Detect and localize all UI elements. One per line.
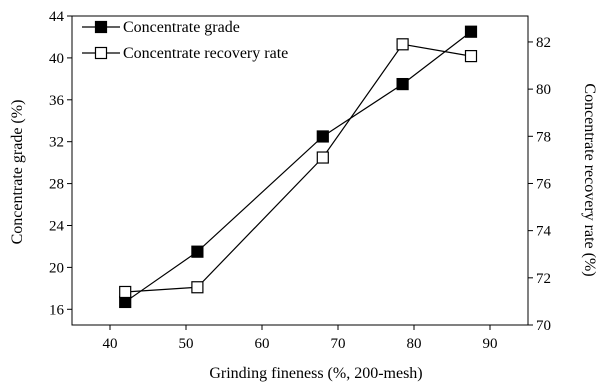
- left-tick-label: 20: [49, 260, 64, 276]
- left-tick-label: 16: [49, 302, 65, 318]
- x-tick-label: 60: [255, 336, 270, 352]
- series-0-point: [396, 77, 409, 91]
- x-tick-label: 90: [483, 336, 498, 352]
- legend-label: Concentrate recovery rate: [123, 45, 288, 62]
- left-tick-label: 36: [49, 93, 65, 109]
- series-0-point: [316, 130, 329, 143]
- series-1-point: [119, 285, 132, 299]
- right-tick-label: 78: [536, 129, 551, 145]
- right-tick-label: 80: [536, 82, 551, 98]
- right-tick-label: 70: [536, 318, 551, 334]
- left-tick-label: 28: [49, 177, 64, 193]
- series-0-point: [119, 295, 132, 309]
- legend-label: Concentrate grade: [123, 19, 240, 36]
- legend-marker: [94, 46, 108, 60]
- left-tick-label: 24: [49, 218, 65, 234]
- series-1-point: [464, 49, 478, 63]
- x-tick-label: 50: [179, 336, 194, 352]
- series-0-point: [191, 245, 204, 258]
- x-tick-label: 70: [331, 336, 346, 352]
- series-1-line: [125, 43, 472, 293]
- series-layer: [119, 25, 478, 309]
- left-tick-label: 40: [49, 51, 64, 67]
- series-0-point: [464, 25, 478, 38]
- left-tick-label: 32: [49, 135, 64, 151]
- right-tick-label: 72: [536, 271, 551, 287]
- right-tick-label: 82: [536, 35, 551, 51]
- series-1-point: [191, 281, 204, 294]
- right-tick-label: 76: [536, 176, 552, 192]
- plot-border: [71, 15, 529, 326]
- right-axis: 70 72 74 76 78 80 82: [528, 35, 552, 334]
- right-axis-title: Concentrate recovery rate (%): [581, 83, 598, 276]
- plot-frame: [71, 15, 529, 326]
- series-1-point: [396, 38, 409, 51]
- x-tick-label: 80: [407, 336, 422, 352]
- right-tick-label: 74: [536, 224, 552, 240]
- series-1-point: [316, 151, 329, 164]
- legend: Concentrate grade Concentrate recovery ra…: [82, 19, 288, 62]
- left-tick-label: 44: [49, 9, 65, 25]
- series-0-line: [124, 31, 472, 303]
- left-axis: 16 20 24 28 32 36 40 44: [49, 9, 72, 318]
- left-axis-title: Concentrate grade (%): [9, 100, 26, 245]
- legend-marker: [94, 20, 108, 34]
- x-axis-title: Grinding fineness (%, 200-mesh): [209, 365, 422, 382]
- x-tick-label: 40: [103, 336, 118, 352]
- x-axis: 40 50 60 70 80 90: [103, 325, 498, 352]
